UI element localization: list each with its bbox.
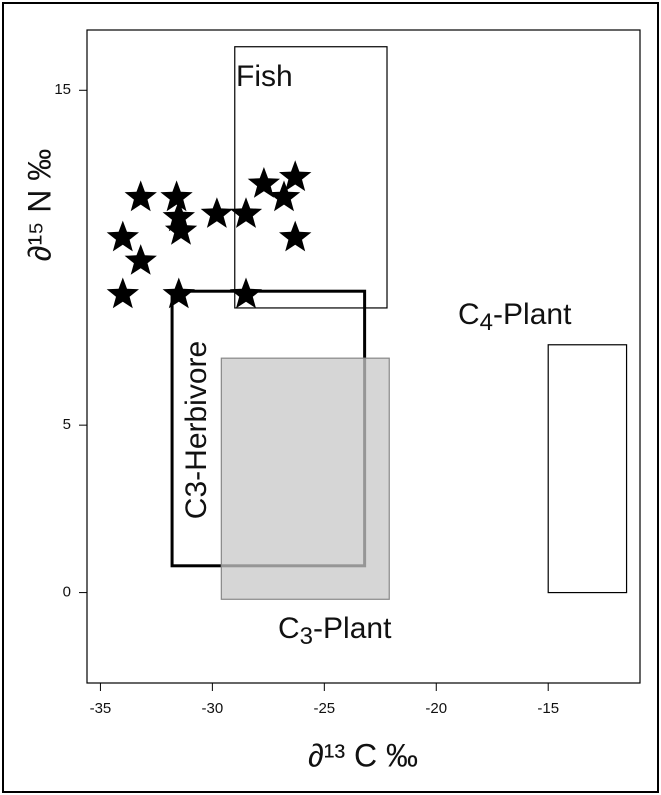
region-label: Fish [236,60,293,93]
star-point [279,160,312,192]
y-tick-label: 15 [54,81,71,98]
star-point [247,167,280,198]
star-point [106,220,139,252]
star-point [106,277,139,309]
x-axis-label: ∂¹³ C ‰ [308,737,418,773]
star-point [229,277,263,309]
star-point [279,220,312,252]
star-point [267,180,301,212]
star-point [229,197,263,228]
x-tick-label: -20 [425,700,447,717]
y-axis-label: ∂¹⁵ N ‰ [21,149,57,262]
x-tick-label: -35 [90,700,112,717]
star-point [162,277,195,309]
star-point [200,197,233,228]
star-point [162,200,195,232]
region-label: C3-Plant [278,612,392,650]
star-point [160,180,193,212]
x-tick-label: -15 [537,700,559,717]
region [220,357,390,600]
region-label: C4-Plant [458,298,572,336]
star-point [124,244,157,275]
region [234,46,388,309]
y-tick-label: 5 [63,416,71,433]
region [547,344,628,594]
star-point [164,213,198,245]
x-tick-label: -30 [202,700,224,717]
star-point [124,180,157,212]
y-tick-label: 0 [63,584,71,601]
region-label: C3-Herbivore [180,341,213,519]
x-tick-label: -25 [313,700,335,717]
plot-frame [86,29,641,684]
